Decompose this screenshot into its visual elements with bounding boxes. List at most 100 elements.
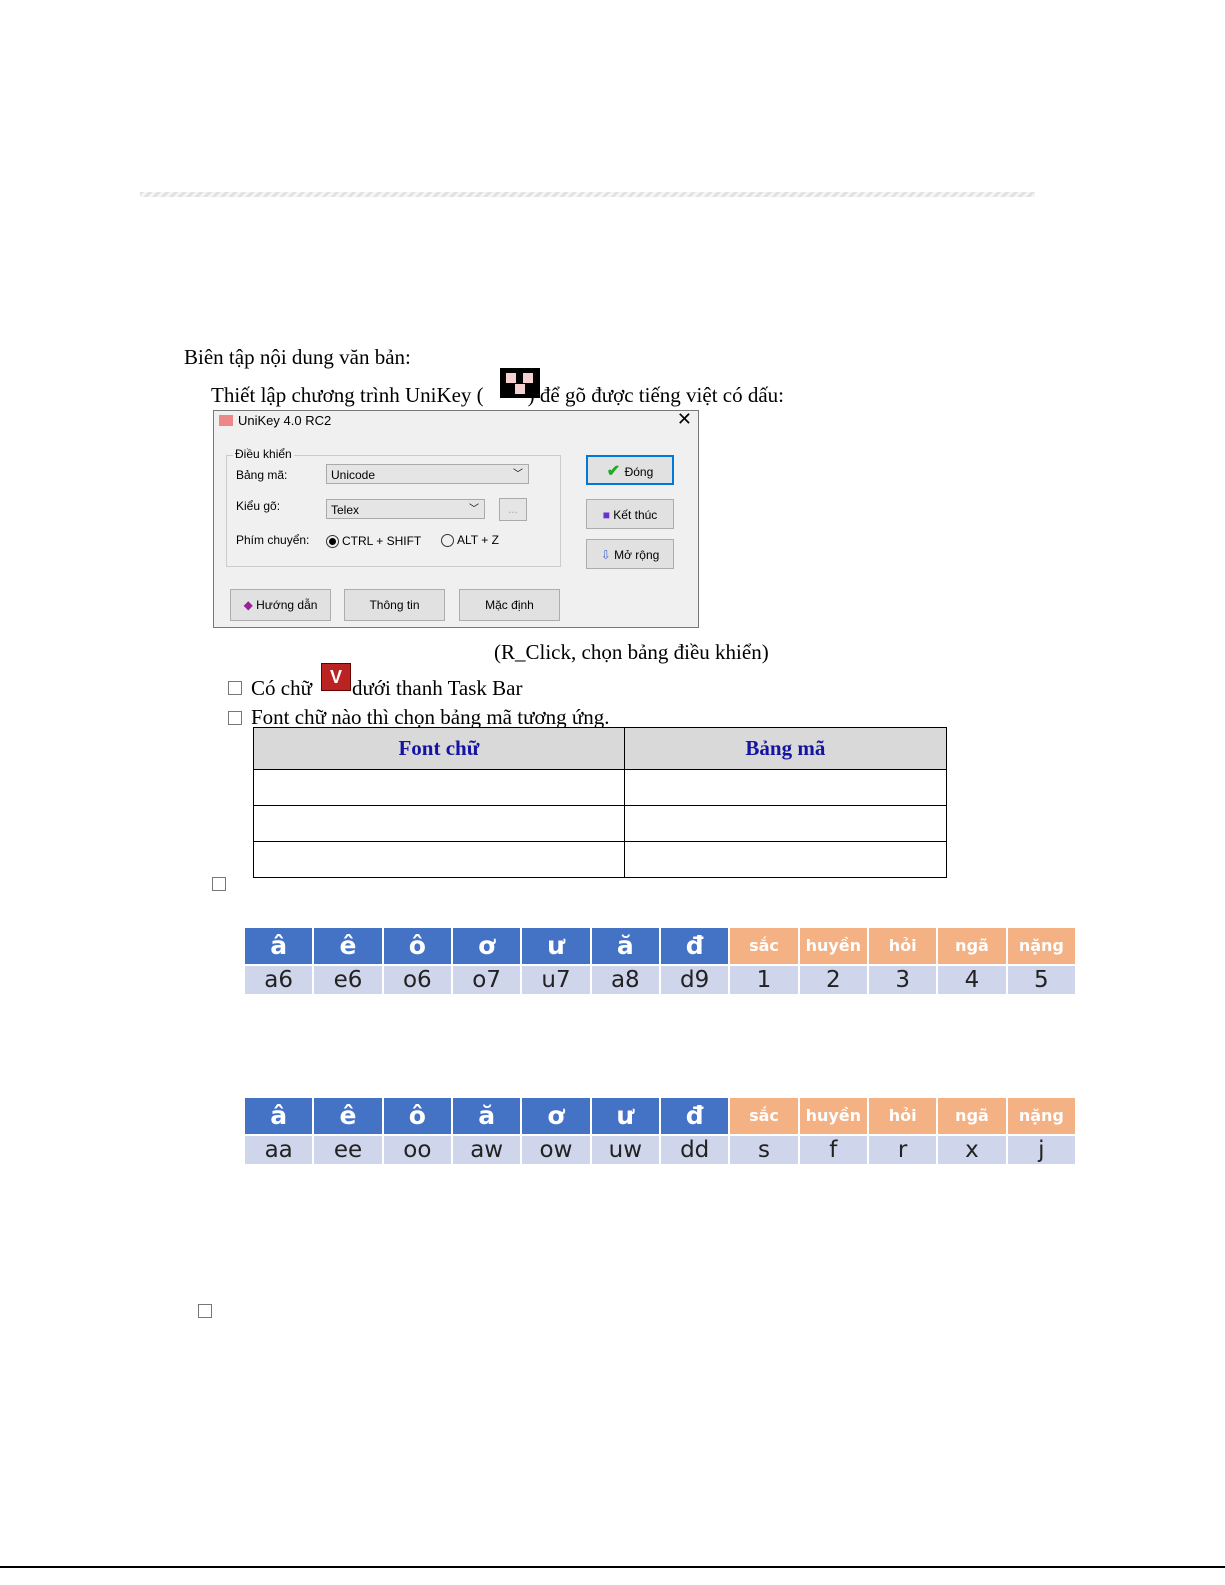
table-row (253, 841, 948, 878)
table-row (253, 805, 948, 842)
bullet-box (198, 1304, 212, 1318)
key-value: oo (383, 1136, 451, 1164)
key-value: 1 (730, 966, 798, 994)
close-icon[interactable]: ✕ (676, 409, 692, 429)
key-value: 2 (799, 966, 867, 994)
button-label: Mở rộng (614, 548, 660, 562)
page-bottom-border (0, 1566, 1225, 1568)
key-value: dd (661, 1136, 729, 1164)
key-value: aw (453, 1136, 521, 1164)
key-header: ngã (938, 1098, 1006, 1134)
checkmark-icon: ✔ (606, 463, 625, 480)
key-header: hỏi (869, 928, 937, 964)
chevron-down-icon: ﹀ (469, 504, 479, 515)
key-header: ă (591, 928, 659, 964)
setup-text: Thiết lập chương trình UniKey ( ) để gõ đ… (211, 383, 784, 408)
info-button[interactable]: Thông tin (344, 589, 445, 621)
key-header: hỏi (869, 1098, 937, 1134)
key-value: o6 (383, 966, 451, 994)
unikey-small-icon (219, 415, 233, 426)
radio-ctrl-shift[interactable]: CTRL + SHIFT (326, 534, 422, 549)
unikey-dialog: UniKey 4.0 RC2 ✕ Điều khiển Bảng mã: Uni… (213, 409, 699, 628)
key-value: x (938, 1136, 1006, 1164)
key-header: ư (522, 928, 590, 964)
header-font: Font chữ (253, 727, 625, 770)
key-header: sắc (730, 1098, 798, 1134)
bullet-text: Có chữ (251, 676, 312, 700)
key-header: đ (661, 928, 729, 964)
key-value: uw (591, 1136, 659, 1164)
key-value: j (1007, 1136, 1075, 1164)
section-heading: Biên tập nội dung văn bản: (184, 345, 411, 369)
key-header: â (245, 928, 313, 964)
key-header: ê (314, 1098, 382, 1134)
button-label: Hướng dẫn (256, 598, 318, 612)
charset-select[interactable]: Unicode ﹀ (326, 464, 529, 484)
control-group: Điều khiển Bảng mã: Unicode ﹀ Kiểu gõ: Te… (226, 447, 561, 567)
charset-label: Bảng mã: (236, 468, 288, 482)
exit-icon: ■ (602, 508, 614, 522)
group-label: Điều khiển (233, 447, 294, 461)
input-method-value: Telex (331, 503, 360, 517)
key-value: ee (314, 1136, 382, 1164)
bullet-box (228, 711, 242, 725)
cell (623, 841, 948, 878)
input-method-select[interactable]: Telex ﹀ (326, 499, 485, 519)
key-value: 4 (938, 966, 1006, 994)
key-header: sắc (730, 928, 798, 964)
key-value: a6 (245, 966, 313, 994)
chevron-down-icon: ﹀ (513, 469, 523, 480)
key-value: r (869, 1136, 937, 1164)
key-header: ơ (522, 1098, 590, 1134)
setup-text-before: Thiết lập chương trình UniKey ( (211, 383, 484, 407)
telex-key-table: â ê ô ă ơ ư đ sắc huyền hỏi ngã nặng aa ee oo aw ow uw dd s… (245, 1098, 1075, 1164)
radio-label: ALT + Z (457, 533, 499, 547)
key-header: â (245, 1098, 313, 1134)
key-value: u7 (522, 966, 590, 994)
header-charset: Bảng mã (623, 727, 948, 770)
key-header: ư (591, 1098, 659, 1134)
expand-button[interactable]: ⇩ Mở rộng (586, 539, 674, 569)
arrow-down-icon: ⇩ (600, 548, 615, 562)
unikey-icon (500, 368, 540, 398)
key-header: ê (314, 928, 382, 964)
key-header: đ (661, 1098, 729, 1134)
input-method-label: Kiểu gõ: (236, 499, 281, 513)
more-button[interactable]: ... (499, 498, 527, 521)
caption: (R_Click, chọn bảng điều khiển) (494, 640, 769, 664)
radio-selected-icon (326, 535, 339, 549)
cell (253, 841, 625, 878)
key-header: nặng (1007, 1098, 1075, 1134)
key-header: ơ (453, 928, 521, 964)
key-header: ô (383, 1098, 451, 1134)
key-header: nặng (1007, 928, 1075, 964)
vni-key-table: â ê ô ơ ư ă đ sắc huyền hỏi ngã nặng a6 e6 o6 o7 u7 a8 d9 1… (245, 928, 1075, 994)
charset-value: Unicode (331, 468, 376, 482)
table-row (253, 769, 948, 806)
cell (253, 805, 625, 842)
font-charset-table: Font chữ Bảng mã (253, 727, 948, 878)
divider (140, 192, 1035, 197)
bullet-box (212, 877, 226, 891)
bullet-taskbar: Có chữ dưới thanh Task Bar (251, 676, 523, 701)
close-dialog-button[interactable]: ✔ Đóng (586, 455, 674, 485)
key-value: 5 (1007, 966, 1075, 994)
default-button[interactable]: Mặc định (459, 589, 560, 621)
key-value: 3 (869, 966, 937, 994)
radio-alt-z[interactable]: ALT + Z (441, 533, 499, 548)
guide-button[interactable]: ◆ Hướng dẫn (230, 589, 331, 621)
key-header: ă (453, 1098, 521, 1134)
key-value: e6 (314, 966, 382, 994)
radio-icon (441, 534, 454, 548)
bullet-box (228, 681, 242, 695)
key-header: huyền (799, 1098, 867, 1134)
key-value: o7 (453, 966, 521, 994)
key-value: s (730, 1136, 798, 1164)
setup-text-after: ) để gõ được tiếng việt có dấu: (527, 383, 784, 407)
exit-button[interactable]: ■ Kết thúc (586, 499, 674, 529)
key-value: ow (522, 1136, 590, 1164)
radio-label: CTRL + SHIFT (342, 534, 422, 548)
key-header: huyền (799, 928, 867, 964)
key-value: aa (245, 1136, 313, 1164)
